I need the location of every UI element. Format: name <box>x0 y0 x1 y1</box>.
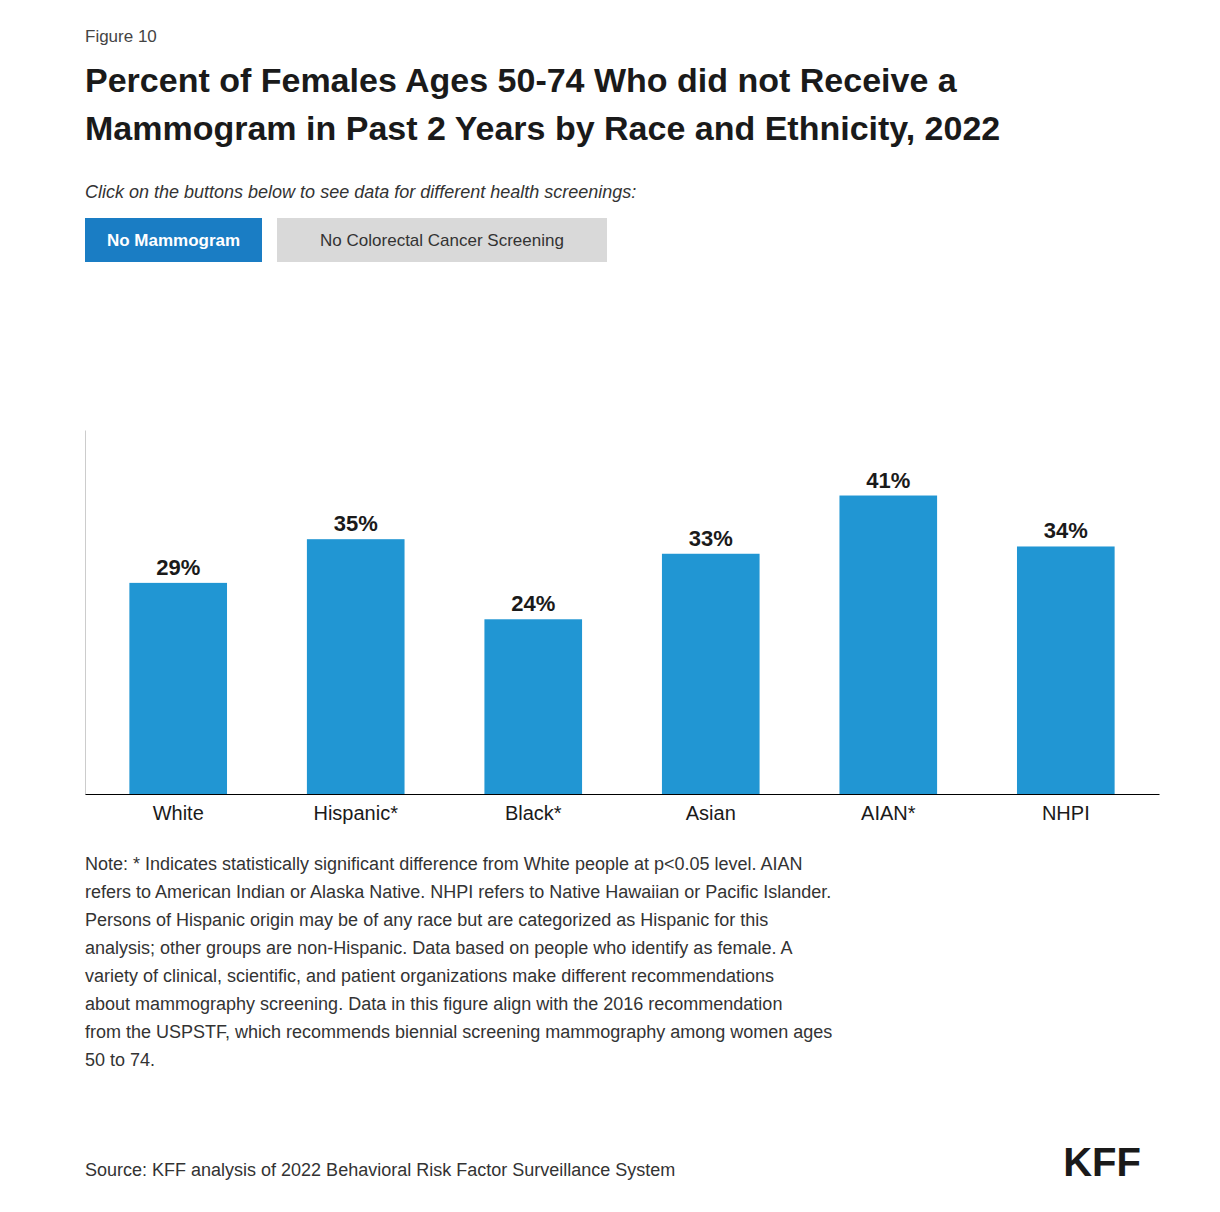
bar <box>839 496 937 794</box>
bars <box>129 496 1114 794</box>
tick: Black* <box>505 802 562 824</box>
data-label: 33% <box>689 526 733 551</box>
note-line: from the USPSTF, which recommends bienni… <box>85 1022 832 1042</box>
tick: Asian <box>686 802 736 824</box>
tick: NHPI <box>1042 802 1090 824</box>
tick: Hispanic* <box>313 802 398 824</box>
data-label: 35% <box>334 511 378 536</box>
subtitle: Click on the buttons below to see data f… <box>85 182 636 202</box>
source: Source: KFF analysis of 2022 Behavioral … <box>85 1160 675 1180</box>
button: No Mammogram <box>85 218 262 262</box>
data-label: 34% <box>1044 518 1088 543</box>
note: Note: * Indicates statistically signific… <box>85 854 832 1070</box>
logo: KFF <box>1063 1140 1141 1184</box>
tick-label: Black* <box>505 802 562 824</box>
bar <box>484 619 582 794</box>
bar <box>662 554 760 794</box>
button-bg <box>85 218 262 262</box>
title: Mammogram in Past 2 Years by Race and Et… <box>85 109 1000 147</box>
note-line: refers to American Indian or Alaska Nati… <box>85 882 831 902</box>
data-label: 29% <box>156 555 200 580</box>
button: No Colorectal Cancer Screening <box>277 218 607 262</box>
tick: White <box>153 802 204 824</box>
bar <box>307 539 405 794</box>
note-line: variety of clinical, scientific, and pat… <box>85 966 774 986</box>
note-line: Persons of Hispanic origin may be of any… <box>85 910 768 930</box>
tick-label: AIAN* <box>861 802 916 824</box>
note-line: about mammography screening. Data in thi… <box>85 994 782 1014</box>
y-axis <box>85 431 86 795</box>
chart-root: Figure 10 Percent of Females Ages 50-74 W… <box>0 0 1220 1212</box>
note-line: 50 to 74. <box>85 1050 155 1070</box>
button-label: No Colorectal Cancer Screening <box>320 231 564 250</box>
bar <box>129 583 227 794</box>
tick-label: White <box>153 802 204 824</box>
bar <box>1017 546 1115 794</box>
button-bg <box>277 218 607 262</box>
x-axis: White Hispanic* Black* Asian AIAN* NHPI <box>86 795 1160 825</box>
tick-label: NHPI <box>1042 802 1090 824</box>
tick-label: Asian <box>686 802 736 824</box>
data-label: 24% <box>511 591 555 616</box>
button-label: No Mammogram <box>107 231 240 250</box>
note-line: Note: * Indicates statistically signific… <box>85 854 803 874</box>
note-line: analysis; other groups are non-Hispanic.… <box>85 938 792 958</box>
data-label: 41% <box>866 468 910 493</box>
figure-label: Figure 10 <box>85 27 157 46</box>
y-axis-line <box>85 431 86 795</box>
tick: AIAN* <box>861 802 916 824</box>
tick-label: Hispanic* <box>313 802 398 824</box>
x-axis-line <box>86 794 1160 795</box>
title: Percent of Females Ages 50-74 Who did no… <box>85 61 958 99</box>
plot: White Hispanic* Black* Asian AIAN* NHPI 29% 35%… <box>86 431 1160 825</box>
data-labels: 29% 35% 24% 33% 41% 34% <box>156 468 1088 617</box>
